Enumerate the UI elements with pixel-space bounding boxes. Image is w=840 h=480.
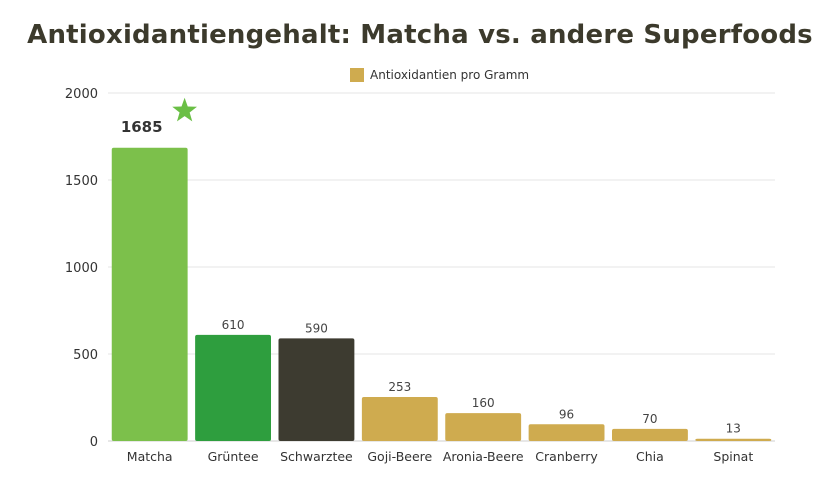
bar-grüntee [195, 334, 271, 441]
y-tick-label: 2000 [65, 87, 98, 102]
x-tick-label: Chia [636, 449, 664, 464]
x-tick-label: Matcha [127, 449, 173, 464]
data-label: 96 [559, 407, 574, 421]
y-tick-label: 1000 [65, 261, 98, 276]
bar-aronia-beere [445, 413, 522, 441]
data-label: 160 [472, 396, 495, 410]
y-tick-label: 0 [90, 435, 98, 450]
legend-swatch [350, 68, 364, 82]
y-tick-label: 1500 [65, 174, 98, 189]
legend-label: Antioxidantien pro Gramm [370, 68, 530, 82]
data-label: 253 [388, 380, 411, 394]
x-tick-label: Schwarztee [280, 449, 353, 464]
x-tick-label: Grüntee [208, 449, 259, 464]
data-label-highlight: 1685 [121, 118, 163, 136]
x-tick-label: Aronia-Beere [443, 449, 524, 464]
data-label: 70 [642, 412, 657, 426]
data-label: 590 [305, 321, 328, 335]
data-label: 13 [726, 422, 741, 436]
bar-schwarztee [278, 338, 355, 441]
chart-title: Antioxidantiengehalt: Matcha vs. andere … [27, 20, 813, 50]
x-tick-label: Spinat [713, 449, 753, 464]
star-icon [172, 97, 197, 122]
data-label: 610 [222, 318, 245, 332]
bar-cranberry [528, 424, 605, 441]
x-tick-label: Goji-Beere [367, 449, 432, 464]
bar-spinat [695, 438, 772, 441]
x-tick-label: Cranberry [535, 449, 598, 464]
bar-chia [612, 428, 688, 441]
bar-goji-beere [361, 396, 438, 441]
y-tick-label: 500 [73, 348, 98, 363]
bar-matcha [111, 147, 188, 441]
legend: Antioxidantien pro Gramm [350, 68, 529, 82]
